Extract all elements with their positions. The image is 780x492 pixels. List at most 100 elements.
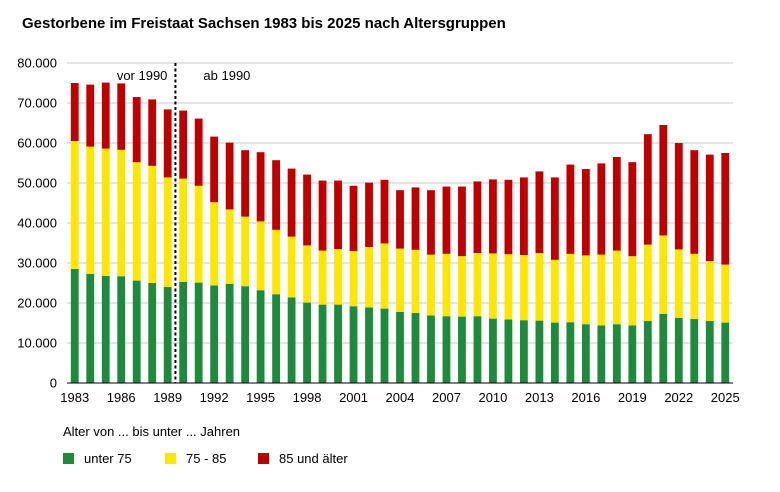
bar-segment-under-75-2016: [581, 324, 590, 383]
bar-segment-under-75-1998: [303, 302, 311, 383]
bar-segment-75-85-1993: [225, 209, 234, 284]
bar-segment-under-75-1990: [179, 281, 188, 383]
bar-segment-under-75-2014: [550, 322, 559, 383]
bar-segment-under-75-1995: [256, 290, 265, 383]
bar-segment-85-plus-2000: [334, 180, 342, 249]
bar-segment-75-85-2012: [520, 255, 528, 321]
bar-segment-85-plus-2022: [674, 143, 683, 250]
x-tick-label: 2025: [711, 390, 740, 405]
bar-segment-85-plus-2007: [442, 186, 451, 254]
bar-segment-75-85-1987: [132, 162, 141, 281]
bar-segment-85-plus-2023: [690, 150, 699, 254]
bar-segment-85-plus-2013: [535, 171, 544, 253]
bar-segment-85-plus-2024: [705, 154, 714, 261]
bar-segment-75-85-2024: [705, 261, 714, 321]
bar-segment-75-85-2010: [489, 253, 497, 319]
bar-segment-85-plus-2009: [473, 181, 482, 253]
bar-segment-under-75-2011: [504, 319, 513, 383]
y-tick-label: 60.000: [17, 136, 57, 151]
bar-segment-85-plus-1984: [86, 84, 95, 147]
bar-segment-85-plus-2015: [566, 164, 575, 254]
bar-segment-85-plus-2011: [504, 179, 513, 255]
bar-segment-75-85-1998: [303, 245, 311, 303]
bar-segment-under-75-1996: [272, 294, 280, 383]
bar-segment-85-plus-2025: [721, 153, 730, 265]
bar-segment-85-plus-2008: [458, 186, 466, 257]
bar-segment-85-plus-1983: [70, 83, 79, 141]
bar-segment-75-85-1986: [117, 149, 126, 277]
bar-segment-under-75-2023: [690, 319, 699, 383]
bar-segment-75-85-2002: [365, 247, 373, 308]
bar-segment-75-85-2020: [643, 244, 652, 321]
bar-segment-75-85-2014: [550, 259, 559, 323]
bar-segment-85-plus-1995: [256, 152, 265, 222]
bar-segment-85-plus-2014: [550, 177, 559, 260]
bar-segment-under-75-2015: [566, 322, 575, 383]
bar-segment-75-85-2009: [473, 253, 482, 317]
bar-segment-under-75-2010: [489, 318, 497, 383]
x-tick-label: 2016: [571, 390, 600, 405]
bar-segment-under-75-1997: [287, 297, 296, 383]
bar-segment-under-75-2012: [520, 320, 528, 383]
bar-segment-85-plus-2003: [380, 179, 389, 244]
bar-segment-under-75-2005: [411, 313, 420, 383]
bar-segment-85-plus-2002: [365, 182, 373, 247]
bar-segment-75-85-1989: [163, 177, 172, 287]
bar-segment-75-85-2008: [458, 256, 466, 317]
bar-segment-75-85-2022: [674, 249, 683, 318]
bar-segment-85-plus-2006: [427, 190, 435, 255]
y-tick-label: 20.000: [17, 296, 57, 311]
bar-segment-75-85-2006: [427, 254, 435, 316]
bar-segment-75-85-1999: [318, 250, 327, 305]
bar-segment-under-75-1986: [117, 276, 126, 383]
bar-segment-under-75-2025: [721, 322, 730, 383]
bar-segment-under-75-2009: [473, 316, 482, 383]
x-tick-label: 1983: [60, 390, 89, 405]
bar-segment-75-85-2018: [612, 250, 621, 325]
bar-segment-75-85-1991: [194, 185, 203, 283]
bar-segment-85-plus-1990: [179, 110, 188, 179]
bar-segment-75-85-2013: [535, 253, 544, 321]
bar-segment-under-75-1984: [86, 273, 95, 383]
bar-segment-75-85-1996: [272, 229, 280, 295]
bar-segment-75-85-2015: [566, 253, 575, 323]
bar-segment-85-plus-2012: [520, 177, 528, 255]
x-tick-label: 2001: [339, 390, 368, 405]
bar-segment-under-75-2019: [628, 325, 637, 383]
bar-segment-under-75-1988: [148, 283, 157, 383]
bar-segment-75-85-2005: [411, 249, 420, 313]
bar-segment-under-75-2017: [597, 325, 606, 383]
bar-segment-75-85-1985: [101, 148, 110, 276]
bar-segment-85-plus-1987: [132, 97, 141, 163]
bar-segment-85-plus-1994: [241, 150, 250, 217]
bar-segment-75-85-1983: [70, 141, 79, 269]
bar-segment-75-85-2000: [334, 249, 342, 305]
x-tick-label: 1989: [153, 390, 182, 405]
x-tick-label: 2010: [478, 390, 507, 405]
bar-segment-85-plus-1997: [287, 168, 296, 237]
bar-segment-85-plus-2021: [659, 125, 668, 236]
bar-segment-under-75-1989: [163, 287, 172, 383]
bar-segment-under-75-1994: [241, 286, 250, 383]
legend-item-under-75: unter 75: [63, 451, 132, 466]
bar-segment-under-75-2000: [334, 304, 342, 383]
y-tick-label: 70.000: [17, 96, 57, 111]
bar-segment-75-85-2003: [380, 243, 389, 309]
bar-segment-under-75-2004: [396, 311, 404, 383]
y-tick-label: 40.000: [17, 216, 57, 231]
bar-segment-under-75-2007: [442, 316, 451, 383]
bar-segment-75-85-2023: [690, 253, 699, 319]
x-tick-label: 2022: [664, 390, 693, 405]
bar-segment-under-75-1993: [225, 283, 234, 383]
bar-segment-85-plus-2016: [581, 169, 590, 256]
bar-segment-under-75-2018: [612, 324, 621, 383]
bar-segment-75-85-1984: [86, 146, 95, 274]
bar-segment-85-plus-2018: [612, 157, 621, 251]
bar-segment-85-plus-1993: [225, 142, 234, 210]
legend-label-under-75: unter 75: [84, 451, 132, 466]
chart-title: Gestorbene im Freistaat Sachsen 1983 bis…: [22, 15, 506, 32]
bar-segment-under-75-1999: [318, 304, 327, 383]
x-tick-label: 2007: [432, 390, 461, 405]
bar-segment-85-plus-2001: [349, 185, 358, 251]
